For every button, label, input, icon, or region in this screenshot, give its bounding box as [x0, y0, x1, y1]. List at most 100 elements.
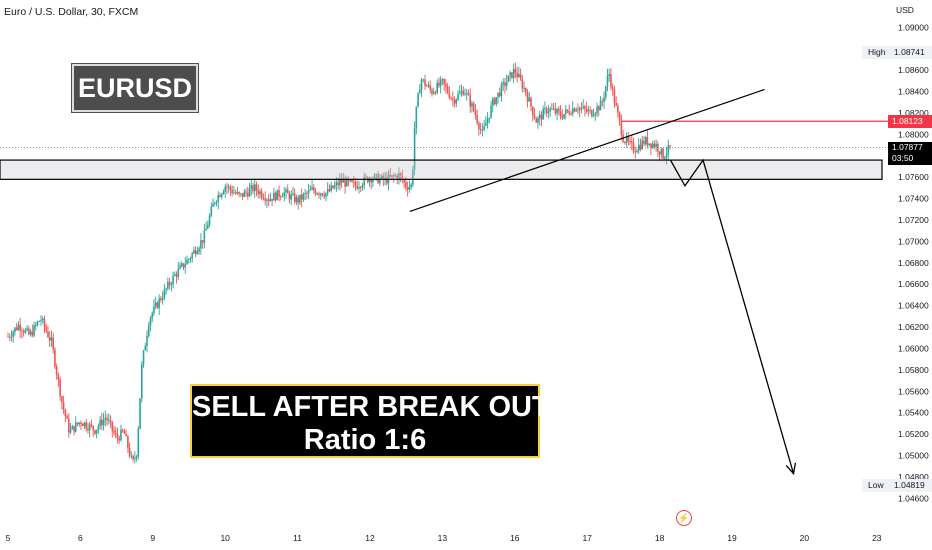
candle-body [160, 298, 162, 300]
countdown-timer: 03:50 [892, 153, 914, 163]
candle-body [297, 197, 299, 203]
candle-body [233, 192, 235, 194]
high-label: High [868, 47, 886, 57]
low-price-tag: Low 1.04819 [862, 479, 932, 492]
candle-body [179, 265, 181, 269]
candle-body [365, 176, 367, 178]
y-tick-label: 1.07000 [898, 236, 929, 246]
candle-body [255, 184, 258, 191]
candle-body [589, 109, 591, 111]
candle-body [615, 103, 617, 106]
candle-body [648, 143, 650, 146]
time-axis[interactable]: 5 6 9 10 11 12 13 16 17 18 19 20 23 [6, 533, 882, 543]
y-tick-label: 1.08400 [898, 87, 929, 97]
candle-body [33, 325, 35, 336]
candle-body [653, 143, 656, 147]
candle-body [594, 113, 597, 116]
candle-body [283, 192, 286, 197]
candle-body [156, 302, 159, 308]
candle-body [406, 187, 409, 190]
candle-body [217, 195, 220, 203]
symbol-badge: EURUSD [72, 64, 198, 112]
candle-body [142, 350, 145, 365]
candle-body [549, 108, 551, 112]
candle-body [215, 202, 218, 203]
candle-body [472, 103, 475, 111]
candle-body [55, 366, 58, 375]
lightning-icon[interactable]: ⚡ [676, 510, 692, 526]
candle-body [276, 189, 279, 201]
candle-body [624, 141, 626, 143]
candle-body [380, 175, 383, 179]
candle-body [422, 79, 425, 81]
candle-body [667, 145, 670, 154]
candle-body [610, 73, 612, 88]
candle-body [349, 180, 352, 181]
candle-body [262, 197, 265, 199]
candle-body [205, 228, 207, 231]
candle-body [7, 336, 9, 338]
projection-arrowhead [785, 462, 797, 476]
candle-body [123, 431, 126, 434]
candle-body [460, 90, 463, 93]
candle-body [273, 192, 275, 201]
candle-body [596, 106, 598, 114]
candle-body [325, 193, 327, 197]
candle-body [288, 193, 291, 200]
candle-body [439, 79, 442, 86]
candle-body [358, 187, 360, 189]
candle-body [478, 122, 480, 130]
candle-body [585, 108, 588, 112]
candle-body [154, 302, 157, 307]
candle-body [17, 324, 20, 330]
candle-body [660, 148, 663, 155]
candle-body [427, 85, 430, 87]
candle-body [128, 447, 131, 456]
candle-body [481, 129, 484, 131]
annotations [0, 88, 888, 476]
candle-body [85, 422, 87, 429]
candle-body [577, 109, 579, 111]
candle-body [344, 180, 346, 187]
candle-body [471, 103, 473, 107]
candle-body [636, 150, 638, 153]
candle-body [177, 268, 180, 277]
candle-body [502, 82, 505, 85]
candle-body [38, 321, 41, 322]
candle-body [113, 430, 115, 433]
candle-body [361, 185, 364, 188]
candle-body [83, 422, 86, 427]
x-tick-label: 19 [727, 533, 737, 543]
candles [7, 62, 671, 464]
candle-body [314, 190, 317, 195]
candle-body [359, 187, 362, 189]
candle-body [578, 107, 581, 111]
candle-body [146, 335, 148, 347]
candle-body [127, 436, 129, 448]
candle-body [95, 429, 98, 434]
candle-body [174, 274, 176, 276]
candle-body [525, 87, 527, 94]
candle-body [330, 185, 332, 191]
price-axis[interactable]: 1.090001.088001.086001.084001.082001.080… [898, 22, 929, 503]
candle-body [229, 186, 232, 190]
candle-body [493, 98, 496, 105]
candle-body [302, 193, 305, 200]
candle-body [168, 282, 171, 286]
current-price-value: 1.07877 [892, 142, 923, 152]
candle-body [528, 97, 531, 102]
candle-body [455, 99, 458, 104]
candle-body [69, 429, 72, 433]
candle-body [243, 191, 246, 197]
resistance-price-tag: 1.08123 [888, 115, 932, 128]
candle-body [559, 111, 562, 116]
candle-body [597, 106, 600, 111]
candle-body [512, 69, 515, 78]
x-tick-label: 11 [293, 533, 302, 543]
candle-body [396, 175, 399, 180]
candle-body [73, 426, 75, 432]
candle-body [227, 186, 230, 188]
candle-body [97, 426, 100, 430]
candle-body [504, 82, 506, 87]
